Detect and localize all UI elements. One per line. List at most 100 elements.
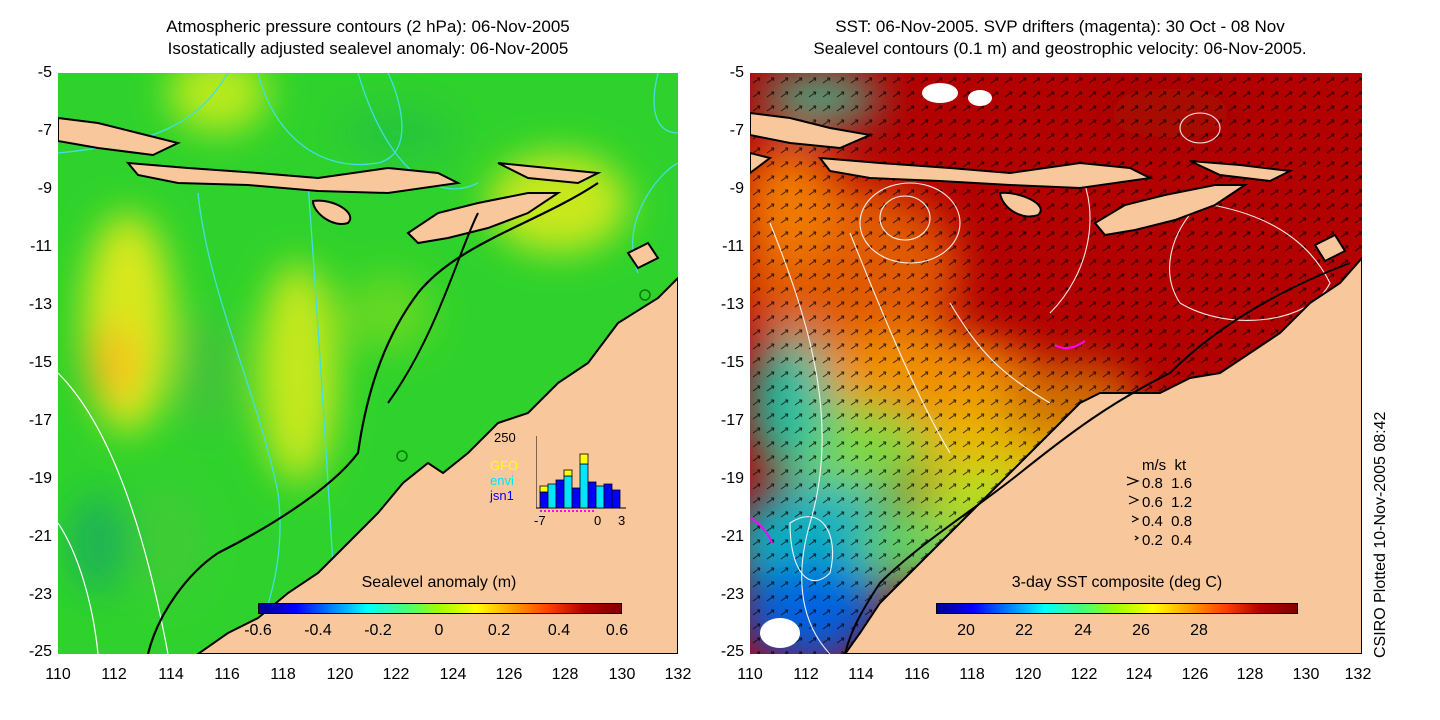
sealevel-contours [769, 112, 1331, 654]
right-ytick: -9 [729, 180, 744, 197]
indonesian-islands-sst [750, 111, 1347, 263]
left-cb-tick: 0.4 [547, 622, 571, 639]
right-xtick: 118 [959, 666, 985, 683]
shelf-break-contour [146, 182, 599, 654]
right-xtick: 124 [1125, 666, 1153, 683]
left-ytick: -7 [37, 122, 52, 139]
velocity-legend-arrows [1126, 476, 1140, 541]
left-cb-tick: 0.2 [487, 622, 511, 639]
atmospheric-contours [58, 372, 169, 654]
left-ytick: -19 [28, 470, 52, 487]
left-xtick: 132 [664, 666, 692, 683]
left-colorbar [258, 603, 622, 614]
inset-histogram [536, 436, 626, 512]
right-ytick: -5 [729, 64, 744, 81]
right-ytick: -7 [729, 122, 744, 139]
left-cb-tick: -0.2 [364, 622, 392, 639]
right-cb-tick: 22 [1015, 622, 1033, 639]
right-colorbar-title: 3-day SST composite (deg C) [1011, 574, 1223, 591]
tide-gauge-marker [396, 450, 408, 462]
right-title: SST: 06-Nov-2005. SVP drifters (magenta)… [750, 16, 1370, 60]
left-xtick: 112 [101, 666, 127, 683]
right-ytick: -15 [720, 354, 744, 371]
left-ytick: -9 [37, 180, 52, 197]
velocity-legend-row: 0.2 0.4 [1142, 532, 1193, 549]
inset-xlabel-right: 3 [618, 513, 626, 528]
left-ytick: -17 [28, 412, 52, 429]
shelf-break-contour-sst [844, 262, 1351, 654]
right-ytick: -21 [720, 528, 744, 545]
indonesian-islands [58, 116, 660, 270]
left-xtick: 120 [326, 666, 354, 683]
left-xtick: 116 [214, 666, 240, 683]
right-xtick: 122 [1070, 666, 1098, 683]
velocity-legend: m/s kt 0.8 1.6 0.6 1.2 0.4 0.8 0.2 0.4 [1126, 456, 1246, 549]
left-ytick: -5 [37, 64, 52, 81]
inset-legend-envi: envi [490, 473, 514, 488]
inset-xlabel-left: -7 [534, 513, 546, 528]
right-ytick: -13 [720, 296, 744, 313]
right-ytick: -23 [720, 586, 744, 603]
right-xtick: 130 [1292, 666, 1320, 683]
right-cb-tick: 26 [1132, 622, 1150, 639]
right-xtick: 112 [793, 666, 819, 683]
cloud-mask [760, 83, 992, 648]
right-colorbar [936, 603, 1298, 614]
right-xtick: 110 [737, 666, 763, 683]
left-title: Atmospheric pressure contours (2 hPa): 0… [58, 16, 678, 60]
right-xtick: 132 [1344, 666, 1372, 683]
svp-drifter-tracks [750, 340, 1086, 544]
left-xtick: 114 [158, 666, 184, 683]
right-xtick: 120 [1014, 666, 1042, 683]
sealevel-anomaly-map: 250 GFO envi jsn1 -7 [58, 73, 678, 654]
left-ytick: -23 [28, 586, 52, 603]
left-xtick: 122 [382, 666, 410, 683]
left-ytick: -15 [28, 354, 52, 371]
right-ytick: -11 [722, 238, 744, 255]
left-ytick: -11 [30, 238, 52, 255]
velocity-legend-header: m/s kt [1142, 457, 1187, 474]
right-cb-tick: 20 [957, 622, 975, 639]
left-xtick: 126 [495, 666, 523, 683]
right-title-line2: Sealevel contours (0.1 m) and geostrophi… [813, 39, 1307, 58]
sst-svg [750, 73, 1362, 654]
right-cb-tick: 24 [1074, 622, 1092, 639]
left-xtick: 110 [45, 666, 71, 683]
sst-map [750, 73, 1362, 654]
left-title-line2: Isostatically adjusted sealevel anomaly:… [167, 39, 569, 58]
left-xtick: 118 [270, 666, 296, 683]
left-ytick: -21 [28, 528, 52, 545]
left-xtick: 128 [551, 666, 579, 683]
right-ytick: -19 [720, 470, 744, 487]
left-ytick: -13 [28, 296, 52, 313]
right-ytick: -17 [720, 412, 744, 429]
australia-landmass-sst [843, 256, 1362, 654]
inset-ymax-label: 250 [494, 430, 516, 445]
left-cb-tick: -0.4 [304, 622, 332, 639]
altimeter-inset: 250 GFO envi jsn1 -7 [476, 428, 626, 538]
left-xtick: 130 [608, 666, 636, 683]
left-title-line1: Atmospheric pressure contours (2 hPa): 0… [166, 17, 570, 36]
velocity-legend-row: 0.4 0.8 [1142, 513, 1193, 530]
velocity-legend-row: 0.6 1.2 [1142, 494, 1193, 511]
left-colorbar-title: Sealevel anomaly (m) [361, 574, 517, 591]
inset-xlabel-mid: 0 [594, 513, 602, 528]
left-xtick: 124 [439, 666, 467, 683]
right-xtick: 128 [1236, 666, 1264, 683]
right-ytick: -25 [720, 643, 744, 660]
right-xtick: 126 [1181, 666, 1209, 683]
left-ytick: -25 [28, 643, 52, 660]
tide-gauge-marker [639, 289, 651, 301]
australia-landmass [196, 276, 678, 654]
left-cb-tick: 0.6 [605, 622, 629, 639]
sealevel-anomaly-svg [58, 73, 678, 654]
right-title-line1: SST: 06-Nov-2005. SVP drifters (magenta)… [835, 17, 1285, 36]
inset-legend-jsn1: jsn1 [490, 488, 514, 503]
right-cb-tick: 28 [1190, 622, 1208, 639]
right-xtick: 114 [848, 666, 874, 683]
plot-credit: CSIRO Plotted 10-Nov-2005 08:42 [1372, 411, 1389, 658]
right-xtick: 116 [904, 666, 930, 683]
shelf-contour-2 [387, 212, 479, 404]
left-cb-tick: 0 [434, 622, 444, 639]
velocity-legend-row: 0.8 1.6 [1142, 475, 1193, 492]
